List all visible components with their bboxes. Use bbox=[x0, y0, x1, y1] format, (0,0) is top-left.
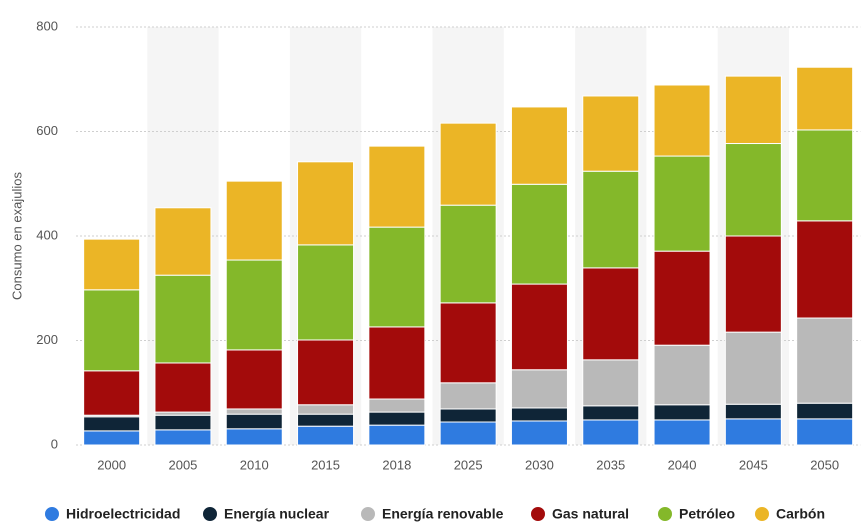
bar-segment bbox=[724, 403, 782, 420]
legend-label: Carbón bbox=[776, 506, 825, 522]
x-tick-label: 2000 bbox=[97, 457, 126, 472]
legend-swatch bbox=[755, 507, 769, 521]
bar-segment bbox=[225, 408, 283, 415]
legend-label: Energía renovable bbox=[382, 506, 504, 522]
bar-segment bbox=[582, 405, 640, 421]
y-tick-label: 0 bbox=[51, 436, 58, 451]
bar-segment bbox=[154, 207, 212, 276]
bar-segment bbox=[653, 84, 711, 157]
bar-segment bbox=[368, 226, 426, 328]
bar-segment bbox=[225, 413, 283, 430]
legend-label: Energía nuclear bbox=[224, 506, 330, 522]
bar-segment bbox=[439, 382, 497, 410]
bar-segment bbox=[368, 145, 426, 228]
x-tick-label: 2035 bbox=[596, 457, 625, 472]
bar-segment bbox=[796, 220, 854, 319]
bar-segment bbox=[225, 349, 283, 410]
bar-segment bbox=[297, 413, 355, 427]
bar-segment bbox=[796, 317, 854, 404]
bar-segment bbox=[83, 289, 141, 372]
bar-segment bbox=[653, 419, 711, 446]
x-tick-label: 2018 bbox=[382, 457, 411, 472]
y-tick-label: 600 bbox=[36, 123, 58, 138]
x-tick-label: 2015 bbox=[311, 457, 340, 472]
legend-label: Hidroelectricidad bbox=[66, 506, 180, 522]
bar-segment bbox=[582, 95, 640, 172]
bar-segment bbox=[439, 408, 497, 423]
x-tick-label: 2005 bbox=[168, 457, 197, 472]
x-tick-label: 2010 bbox=[240, 457, 269, 472]
bar-segment bbox=[724, 331, 782, 405]
bar-segment bbox=[83, 416, 141, 432]
legend-swatch bbox=[658, 507, 672, 521]
bar-segment bbox=[510, 106, 568, 185]
bar-segment bbox=[653, 250, 711, 346]
bar-segment bbox=[297, 161, 355, 246]
legend-swatch bbox=[203, 507, 217, 521]
legend-swatch bbox=[45, 507, 59, 521]
y-tick-label: 200 bbox=[36, 332, 58, 347]
bar-segment bbox=[724, 75, 782, 145]
bar-segment bbox=[724, 418, 782, 446]
bar-segment bbox=[368, 424, 426, 446]
bar-segment bbox=[439, 122, 497, 206]
bar-segment bbox=[796, 402, 854, 420]
bar-segment bbox=[653, 344, 711, 406]
bar-segment bbox=[83, 430, 141, 446]
bar-segment bbox=[510, 369, 568, 409]
bar-segment bbox=[439, 302, 497, 384]
legend-swatch bbox=[361, 507, 375, 521]
bar-segment bbox=[297, 339, 355, 406]
bar-segment bbox=[439, 204, 497, 304]
x-tick-label: 2040 bbox=[668, 457, 697, 472]
bar-segment bbox=[297, 404, 355, 415]
legend-swatch bbox=[531, 507, 545, 521]
bar-segment bbox=[297, 244, 355, 341]
bar-segment bbox=[582, 359, 640, 407]
bar-segment bbox=[225, 259, 283, 351]
bar-segment bbox=[582, 170, 640, 269]
x-tick-label: 2030 bbox=[525, 457, 554, 472]
x-tick-label: 2050 bbox=[810, 457, 839, 472]
bar-segment bbox=[154, 414, 212, 431]
y-axis-label: Consumo en exajulios bbox=[9, 172, 24, 300]
bar-segment bbox=[582, 267, 640, 361]
x-tick-label: 2025 bbox=[454, 457, 483, 472]
bar-segment bbox=[154, 429, 212, 446]
legend-label: Gas natural bbox=[552, 506, 629, 522]
y-tick-label: 800 bbox=[36, 18, 58, 33]
y-tick-label: 400 bbox=[36, 227, 58, 242]
bar-segment bbox=[368, 411, 426, 426]
bar-segment bbox=[439, 421, 497, 446]
bar-segment bbox=[510, 183, 568, 285]
bar-segment bbox=[510, 283, 568, 371]
bar-segment bbox=[83, 370, 141, 416]
x-tick-label: 2045 bbox=[739, 457, 768, 472]
bar-segment bbox=[724, 143, 782, 237]
bar-segment bbox=[225, 180, 283, 261]
bar-segment bbox=[154, 362, 212, 413]
bar-segment bbox=[653, 155, 711, 252]
legend-label: Petróleo bbox=[679, 506, 735, 522]
bar-segment bbox=[510, 420, 568, 446]
bar-segment bbox=[368, 398, 426, 413]
bar-segment bbox=[83, 238, 141, 291]
bar-segment bbox=[368, 326, 426, 400]
bar-segment bbox=[582, 419, 640, 446]
bar-segment bbox=[225, 428, 283, 446]
bar-segment bbox=[796, 418, 854, 446]
bar-segment bbox=[796, 129, 854, 222]
bar-segment bbox=[510, 407, 568, 422]
bar-segment bbox=[724, 235, 782, 333]
bar-segment bbox=[297, 425, 355, 446]
bar-segment bbox=[653, 404, 711, 421]
bar-segment bbox=[796, 66, 854, 131]
bar-segment bbox=[154, 274, 212, 364]
